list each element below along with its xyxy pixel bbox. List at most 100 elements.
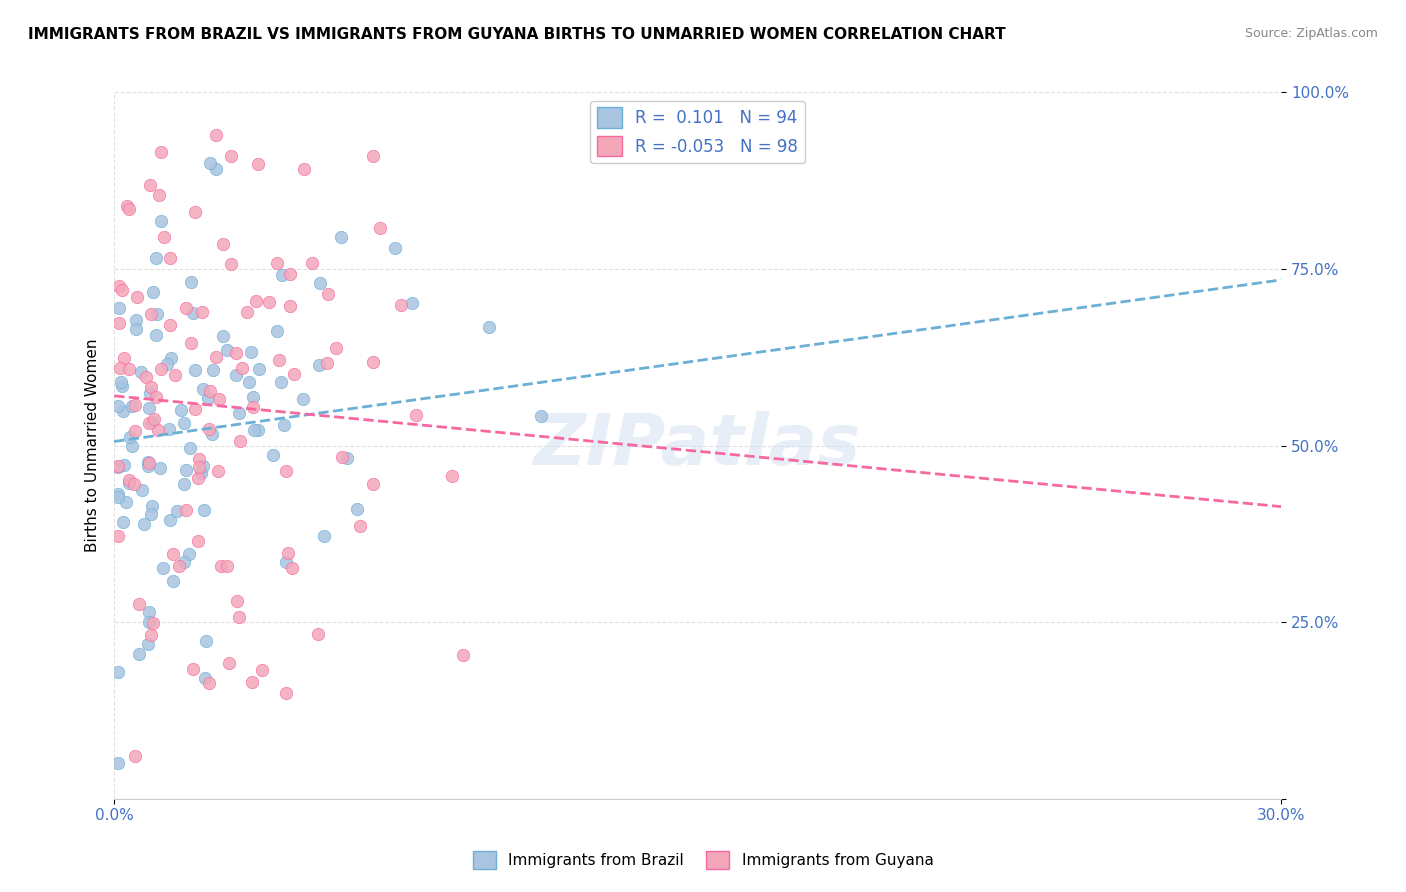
Point (205, 161, 228, 176)
Point (152, 561, 174, 575)
Point (197, 391, 219, 405)
Point (301, 256, 323, 270)
Point (141, 499, 163, 513)
Point (118, 202, 141, 216)
Point (138, 456, 160, 470)
Point (212, 236, 235, 251)
Point (146, 307, 169, 321)
Point (111, 283, 134, 297)
Point (136, 637, 159, 651)
Point (114, 351, 136, 366)
Point (112, 404, 135, 418)
Point (238, 375, 260, 389)
Point (236, 305, 259, 319)
Point (194, 671, 217, 685)
Text: IMMIGRANTS FROM BRAZIL VS IMMIGRANTS FROM GUYANA BIRTHS TO UNMARRIED WOMEN CORRE: IMMIGRANTS FROM BRAZIL VS IMMIGRANTS FRO… (28, 27, 1005, 42)
Point (198, 156, 221, 170)
Point (167, 558, 190, 573)
Point (135, 370, 157, 384)
Point (316, 287, 339, 301)
Point (117, 199, 139, 213)
Point (312, 529, 335, 543)
Point (107, 529, 129, 543)
Point (183, 306, 205, 320)
Point (184, 363, 207, 377)
Point (226, 594, 249, 608)
Point (187, 471, 209, 485)
Point (139, 178, 162, 192)
Legend: R =  0.101   N = 94, R = -0.053   N = 98: R = 0.101 N = 94, R = -0.053 N = 98 (591, 101, 804, 163)
Point (121, 439, 143, 453)
Point (283, 367, 305, 381)
Point (278, 299, 301, 313)
Point (250, 664, 273, 678)
Point (142, 616, 165, 631)
Point (124, 749, 146, 764)
Point (136, 458, 159, 473)
Point (267, 353, 290, 368)
Point (143, 412, 166, 426)
Point (209, 558, 232, 573)
Point (124, 398, 146, 412)
Point (325, 341, 347, 355)
Point (177, 547, 200, 561)
Point (107, 665, 129, 679)
Point (198, 422, 221, 436)
Point (124, 312, 146, 326)
Point (118, 473, 141, 487)
Point (149, 362, 172, 376)
Point (389, 298, 412, 312)
Point (188, 451, 211, 466)
Point (368, 220, 391, 235)
Point (111, 379, 134, 393)
Point (138, 385, 160, 400)
Point (246, 157, 269, 171)
Point (190, 305, 212, 319)
Point (112, 458, 135, 472)
Point (118, 476, 141, 491)
Point (173, 416, 195, 430)
Text: ZIPatlas: ZIPatlas (534, 411, 862, 480)
Point (257, 294, 280, 309)
Point (193, 503, 215, 517)
Point (107, 756, 129, 771)
Point (159, 513, 181, 527)
Point (110, 375, 132, 389)
Point (162, 547, 184, 561)
Point (242, 390, 264, 404)
Point (292, 161, 315, 176)
Point (145, 390, 167, 404)
Point (173, 555, 195, 569)
Point (180, 335, 202, 350)
Point (165, 368, 187, 383)
Legend: Immigrants from Brazil, Immigrants from Guyana: Immigrants from Brazil, Immigrants from … (467, 845, 939, 875)
Point (205, 128, 228, 142)
Point (361, 355, 384, 369)
Point (219, 149, 242, 163)
Point (246, 423, 269, 437)
Point (278, 267, 301, 281)
Point (201, 363, 224, 377)
Point (150, 214, 173, 228)
Point (330, 450, 353, 465)
Point (127, 290, 149, 304)
Point (229, 434, 252, 449)
Point (207, 464, 229, 478)
Point (108, 360, 131, 375)
Point (150, 145, 173, 159)
Point (187, 533, 209, 548)
Point (132, 516, 155, 531)
Point (215, 343, 238, 358)
Point (245, 293, 267, 308)
Point (139, 307, 162, 321)
Point (266, 256, 288, 270)
Point (247, 362, 270, 376)
Point (122, 477, 145, 491)
Y-axis label: Births to Unmarried Women: Births to Unmarried Women (86, 339, 100, 552)
Point (329, 230, 352, 244)
Point (179, 441, 201, 455)
Point (139, 380, 162, 394)
Point (112, 516, 135, 530)
Point (107, 279, 129, 293)
Point (201, 427, 224, 442)
